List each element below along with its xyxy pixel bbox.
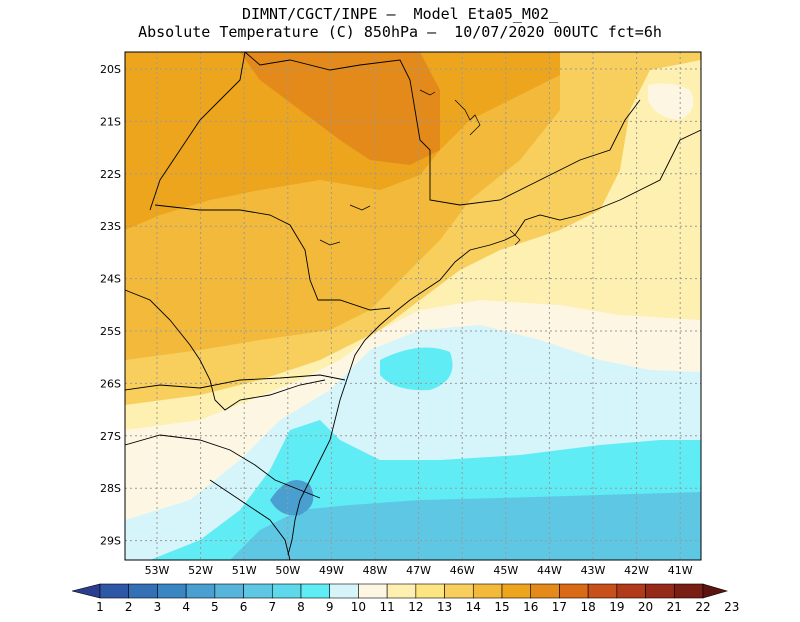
lon-tick-label: 47W <box>406 564 431 577</box>
lon-tick-label: 43W <box>581 564 606 577</box>
lat-tick-label: 24S <box>100 273 121 286</box>
political-borders <box>124 51 702 561</box>
colorbar-label: 11 <box>380 600 395 614</box>
colorbar-swatch <box>645 583 675 599</box>
lon-tick-label: 48W <box>363 564 388 577</box>
colorbar-label: 2 <box>125 600 133 614</box>
field-cold-patch <box>270 480 314 516</box>
temperature-field <box>125 52 701 560</box>
field-ne-pale <box>648 83 694 120</box>
colorbar-swatch <box>559 583 589 599</box>
lat-tick-label: 25S <box>100 325 121 338</box>
colorbar-label: 4 <box>182 600 190 614</box>
country-border <box>124 289 326 411</box>
colorbar-label: 10 <box>351 600 366 614</box>
colorbar-label: 16 <box>523 600 538 614</box>
lon-tick-label: 51W <box>232 564 257 577</box>
longitude-labels: 53W 52W 51W 50W 49W 48W 47W 46W 45W 44W 43W 42W 41W <box>145 564 693 577</box>
colorbar-low-arrow <box>71 583 101 599</box>
graticule <box>125 52 701 560</box>
field-cold <box>230 492 701 560</box>
colorbar-label: 13 <box>437 600 452 614</box>
chart-title-line2: Absolute Temperature (C) 850hPa — 10/07/… <box>138 23 662 41</box>
lat-tick-label: 20S <box>100 63 121 76</box>
colorbar-label: 18 <box>581 600 596 614</box>
colorbar-label: 21 <box>667 600 682 614</box>
colorbar-swatch <box>271 583 302 599</box>
field-cyan-blob <box>380 347 453 391</box>
colorbar-swatch <box>358 583 388 599</box>
colorbar-label: 12 <box>408 600 423 614</box>
lon-tick-label: 45W <box>493 564 518 577</box>
colorbar-swatch <box>472 583 503 599</box>
lat-tick-label: 22S <box>100 168 121 181</box>
colorbar-swatch <box>530 583 560 599</box>
latitude-labels: 20S 21S 22S 23S 24S 25S 26S 27S 28S 29S <box>100 63 121 548</box>
lon-tick-label: 41W <box>668 564 693 577</box>
colorbar-label: 19 <box>609 600 624 614</box>
colorbar-swatch <box>243 583 273 599</box>
colorbar-swatch <box>673 583 704 599</box>
lat-tick-label: 29S <box>100 535 121 548</box>
colorbar-swatch <box>444 583 474 599</box>
lat-tick-label: 21S <box>100 115 121 128</box>
colorbar-swatch <box>185 583 216 599</box>
state-border-sc-rs <box>124 434 321 499</box>
lat-tick-label: 23S <box>100 220 121 233</box>
colorbar-swatch <box>587 583 618 599</box>
colorbar-label: 14 <box>466 600 481 614</box>
colorbar-label: 5 <box>211 600 219 614</box>
colorbar-label: 22 <box>695 600 710 614</box>
colorbar-swatch <box>616 583 646 599</box>
colorbar-label: 8 <box>297 600 305 614</box>
rs-west-border <box>209 479 291 561</box>
colorbar-swatch <box>329 583 359 599</box>
colorbar-label: 15 <box>494 600 509 614</box>
lon-tick-label: 52W <box>188 564 213 577</box>
colorbar: 1 2 3 4 5 6 7 8 9 10 11 12 13 14 15 16 17 18 19 20 21 22 23 <box>71 583 739 614</box>
colorbar-swatch <box>501 583 532 599</box>
colorbar-swatch <box>415 583 445 599</box>
colorbar-label: 3 <box>154 600 162 614</box>
lon-tick-label: 46W <box>450 564 475 577</box>
colorbar-label: 20 <box>638 600 653 614</box>
colorbar-swatch <box>99 583 130 599</box>
colorbar-label: 7 <box>268 600 276 614</box>
state-border-pr-sc <box>124 374 346 391</box>
lakes <box>319 89 521 246</box>
field-dark-orange <box>240 52 440 165</box>
colorbar-label: 9 <box>326 600 334 614</box>
colorbar-label: 17 <box>552 600 567 614</box>
colorbar-label: 23 <box>724 600 739 614</box>
state-border-sp-mg <box>244 51 641 206</box>
colorbar-label: 1 <box>96 600 104 614</box>
colorbar-swatch <box>300 583 331 599</box>
lat-tick-label: 28S <box>100 482 121 495</box>
lat-tick-label: 27S <box>100 430 121 443</box>
lat-tick-label: 26S <box>100 377 121 390</box>
lon-tick-label: 50W <box>275 564 300 577</box>
state-border-ms <box>149 51 246 211</box>
lon-tick-label: 53W <box>145 564 170 577</box>
map-frame <box>124 51 702 561</box>
lon-tick-label: 44W <box>537 564 562 577</box>
colorbar-swatch <box>128 583 158 599</box>
state-border-pr-sp <box>154 204 391 311</box>
lon-tick-label: 42W <box>624 564 649 577</box>
colorbar-swatch <box>386 583 417 599</box>
colorbar-swatch <box>214 583 244 599</box>
colorbar-high-arrow <box>702 583 729 599</box>
colorbar-label: 6 <box>240 600 248 614</box>
chart-title-line1: DIMNT/CGCT/INPE — Model Eta05_M02_ <box>241 5 559 23</box>
colorbar-swatch <box>157 583 187 599</box>
coastline <box>287 129 702 556</box>
lon-tick-label: 49W <box>319 564 344 577</box>
